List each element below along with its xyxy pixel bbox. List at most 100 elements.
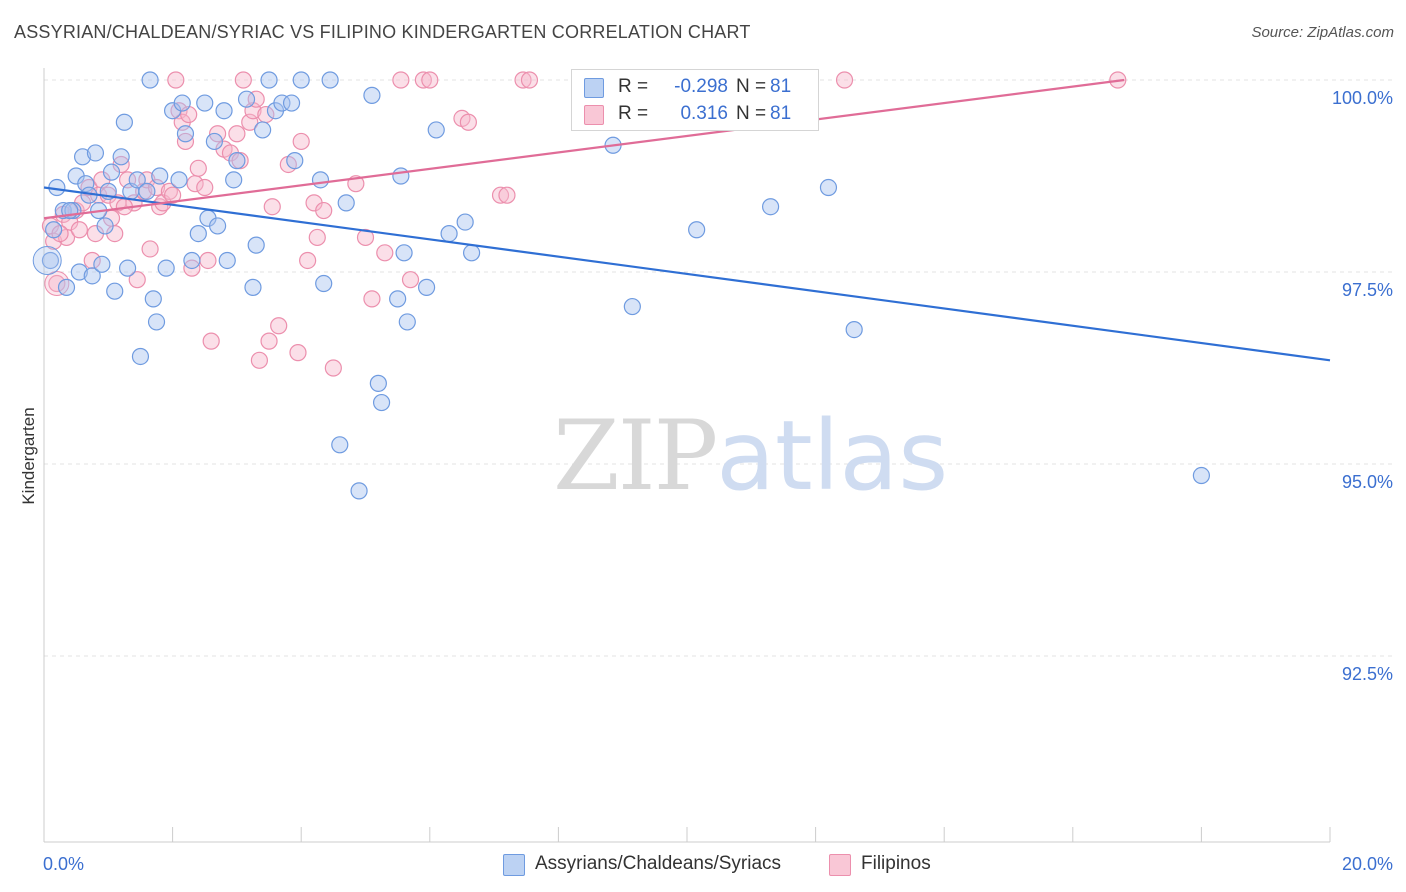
data-point-assyrians (209, 217, 227, 235)
data-point-assyrians (115, 113, 133, 131)
trend-line-filipinos (43, 78, 1125, 220)
stats-legend: R = -0.298 N = 81 R = 0.316 N = 81 (571, 69, 819, 131)
data-point-assyrians (157, 259, 175, 277)
data-point-assyrians (286, 152, 304, 170)
data-point-filipinos (199, 251, 217, 270)
n-label: N = (736, 76, 767, 97)
data-point-filipinos (196, 178, 214, 197)
data-point-assyrians (273, 94, 291, 112)
data-point-filipinos (376, 244, 394, 262)
data-point-filipinos (514, 71, 532, 89)
data-point-filipinos (491, 186, 510, 204)
data-point-filipinos (164, 186, 182, 204)
data-point-assyrians (106, 282, 124, 300)
data-point-assyrians (118, 259, 137, 277)
r-label: R = (618, 103, 649, 124)
n-label: N = (736, 103, 767, 124)
data-point-assyrians (73, 148, 92, 166)
data-point-filipinos (202, 332, 220, 350)
data-point-filipinos (260, 332, 278, 350)
data-point-assyrians (456, 213, 474, 231)
data-point-assyrians (144, 290, 162, 308)
watermark-atlas: atlas (716, 400, 949, 512)
data-point-assyrians (196, 94, 214, 112)
data-point-assyrians (112, 148, 130, 166)
x-tick-label: 20.0% (1342, 854, 1393, 874)
y-tick-label: 100.0% (1332, 88, 1393, 108)
gridlines (44, 79, 1396, 657)
data-point-filipinos (459, 113, 477, 131)
data-point-assyrians (93, 255, 111, 273)
data-point-assyrians (151, 167, 169, 185)
x-tick-label: 0.0% (43, 854, 84, 874)
data-point-assyrians (57, 278, 76, 296)
r-value: -0.298 (674, 76, 728, 97)
trend-lines (43, 78, 1331, 362)
data-point-assyrians (102, 163, 121, 181)
data-point-assyrians (260, 71, 278, 89)
data-point-filipinos (247, 90, 265, 108)
data-point-assyrians (254, 121, 272, 139)
data-point-assyrians (170, 171, 188, 189)
data-point-assyrians (176, 125, 195, 143)
series-legend: Assyrians/Chaldeans/Syriacs Filipinos (0, 852, 1406, 878)
data-point-filipinos (289, 344, 307, 362)
data-point-assyrians (215, 102, 233, 120)
data-point-filipinos (414, 71, 432, 89)
data-point-assyrians (315, 274, 333, 293)
data-point-assyrians (228, 152, 246, 170)
data-point-assyrians (147, 313, 166, 331)
chart-title: ASSYRIAN/CHALDEAN/SYRIAC VS FILIPINO KIN… (14, 22, 751, 42)
series-label: Filipinos (861, 853, 931, 874)
y-tick-label: 95.0% (1342, 472, 1393, 492)
data-point-filipinos (520, 71, 539, 89)
data-point-filipinos (392, 71, 410, 89)
data-point-assyrians (395, 244, 413, 262)
data-point-assyrians (417, 278, 436, 296)
data-point-assyrians (128, 171, 146, 189)
data-point-assyrians (440, 225, 458, 243)
data-point-assyrians (225, 171, 243, 189)
data-point-filipinos (228, 125, 246, 143)
y-tick-label: 92.5% (1342, 664, 1393, 684)
data-point-filipinos (421, 71, 439, 89)
axes (43, 68, 1331, 843)
data-point-assyrians (462, 244, 481, 262)
tick-labels: 100.0% 97.5% 95.0% 92.5% 0.0% 20.0% (43, 88, 1393, 874)
watermark: ZIPatlas (553, 400, 948, 512)
data-point-filipinos (167, 71, 185, 89)
data-point-filipinos (299, 251, 317, 270)
data-point-filipinos (48, 274, 66, 293)
data-point-filipinos (128, 271, 146, 289)
data-point-filipinos (292, 132, 310, 151)
data-point-assyrians (292, 71, 310, 89)
data-point-assyrians (398, 313, 416, 331)
data-point-assyrians (761, 198, 780, 216)
data-point-filipinos (270, 317, 288, 335)
data-point-assyrians (369, 374, 387, 392)
data-point-assyrians (237, 90, 256, 108)
assyrians-points (32, 71, 1211, 500)
data-point-assyrians (41, 251, 60, 270)
data-point-filipinos (363, 290, 381, 308)
data-point-assyrians (427, 121, 445, 139)
series-label: Assyrians/Chaldeans/Syriacs (535, 853, 782, 874)
data-point-assyrians (183, 251, 201, 270)
data-point-assyrians (189, 225, 207, 243)
data-point-filipinos (356, 228, 375, 247)
data-point-assyrians (45, 221, 63, 239)
n-value: 81 (770, 103, 792, 124)
data-point-assyrians (96, 217, 114, 235)
data-point-filipinos (250, 351, 269, 369)
trend-line-assyrians (43, 186, 1331, 362)
data-point-assyrians (282, 94, 301, 112)
data-point-filipinos (308, 228, 326, 247)
r-value: 0.316 (680, 103, 728, 124)
data-point-assyrians (173, 94, 191, 112)
data-point-assyrians (1192, 466, 1211, 485)
y-tick-label: 97.5% (1342, 280, 1393, 300)
data-point-assyrians (331, 436, 349, 454)
data-point-assyrians (819, 178, 838, 197)
r-label: R = (618, 76, 649, 97)
